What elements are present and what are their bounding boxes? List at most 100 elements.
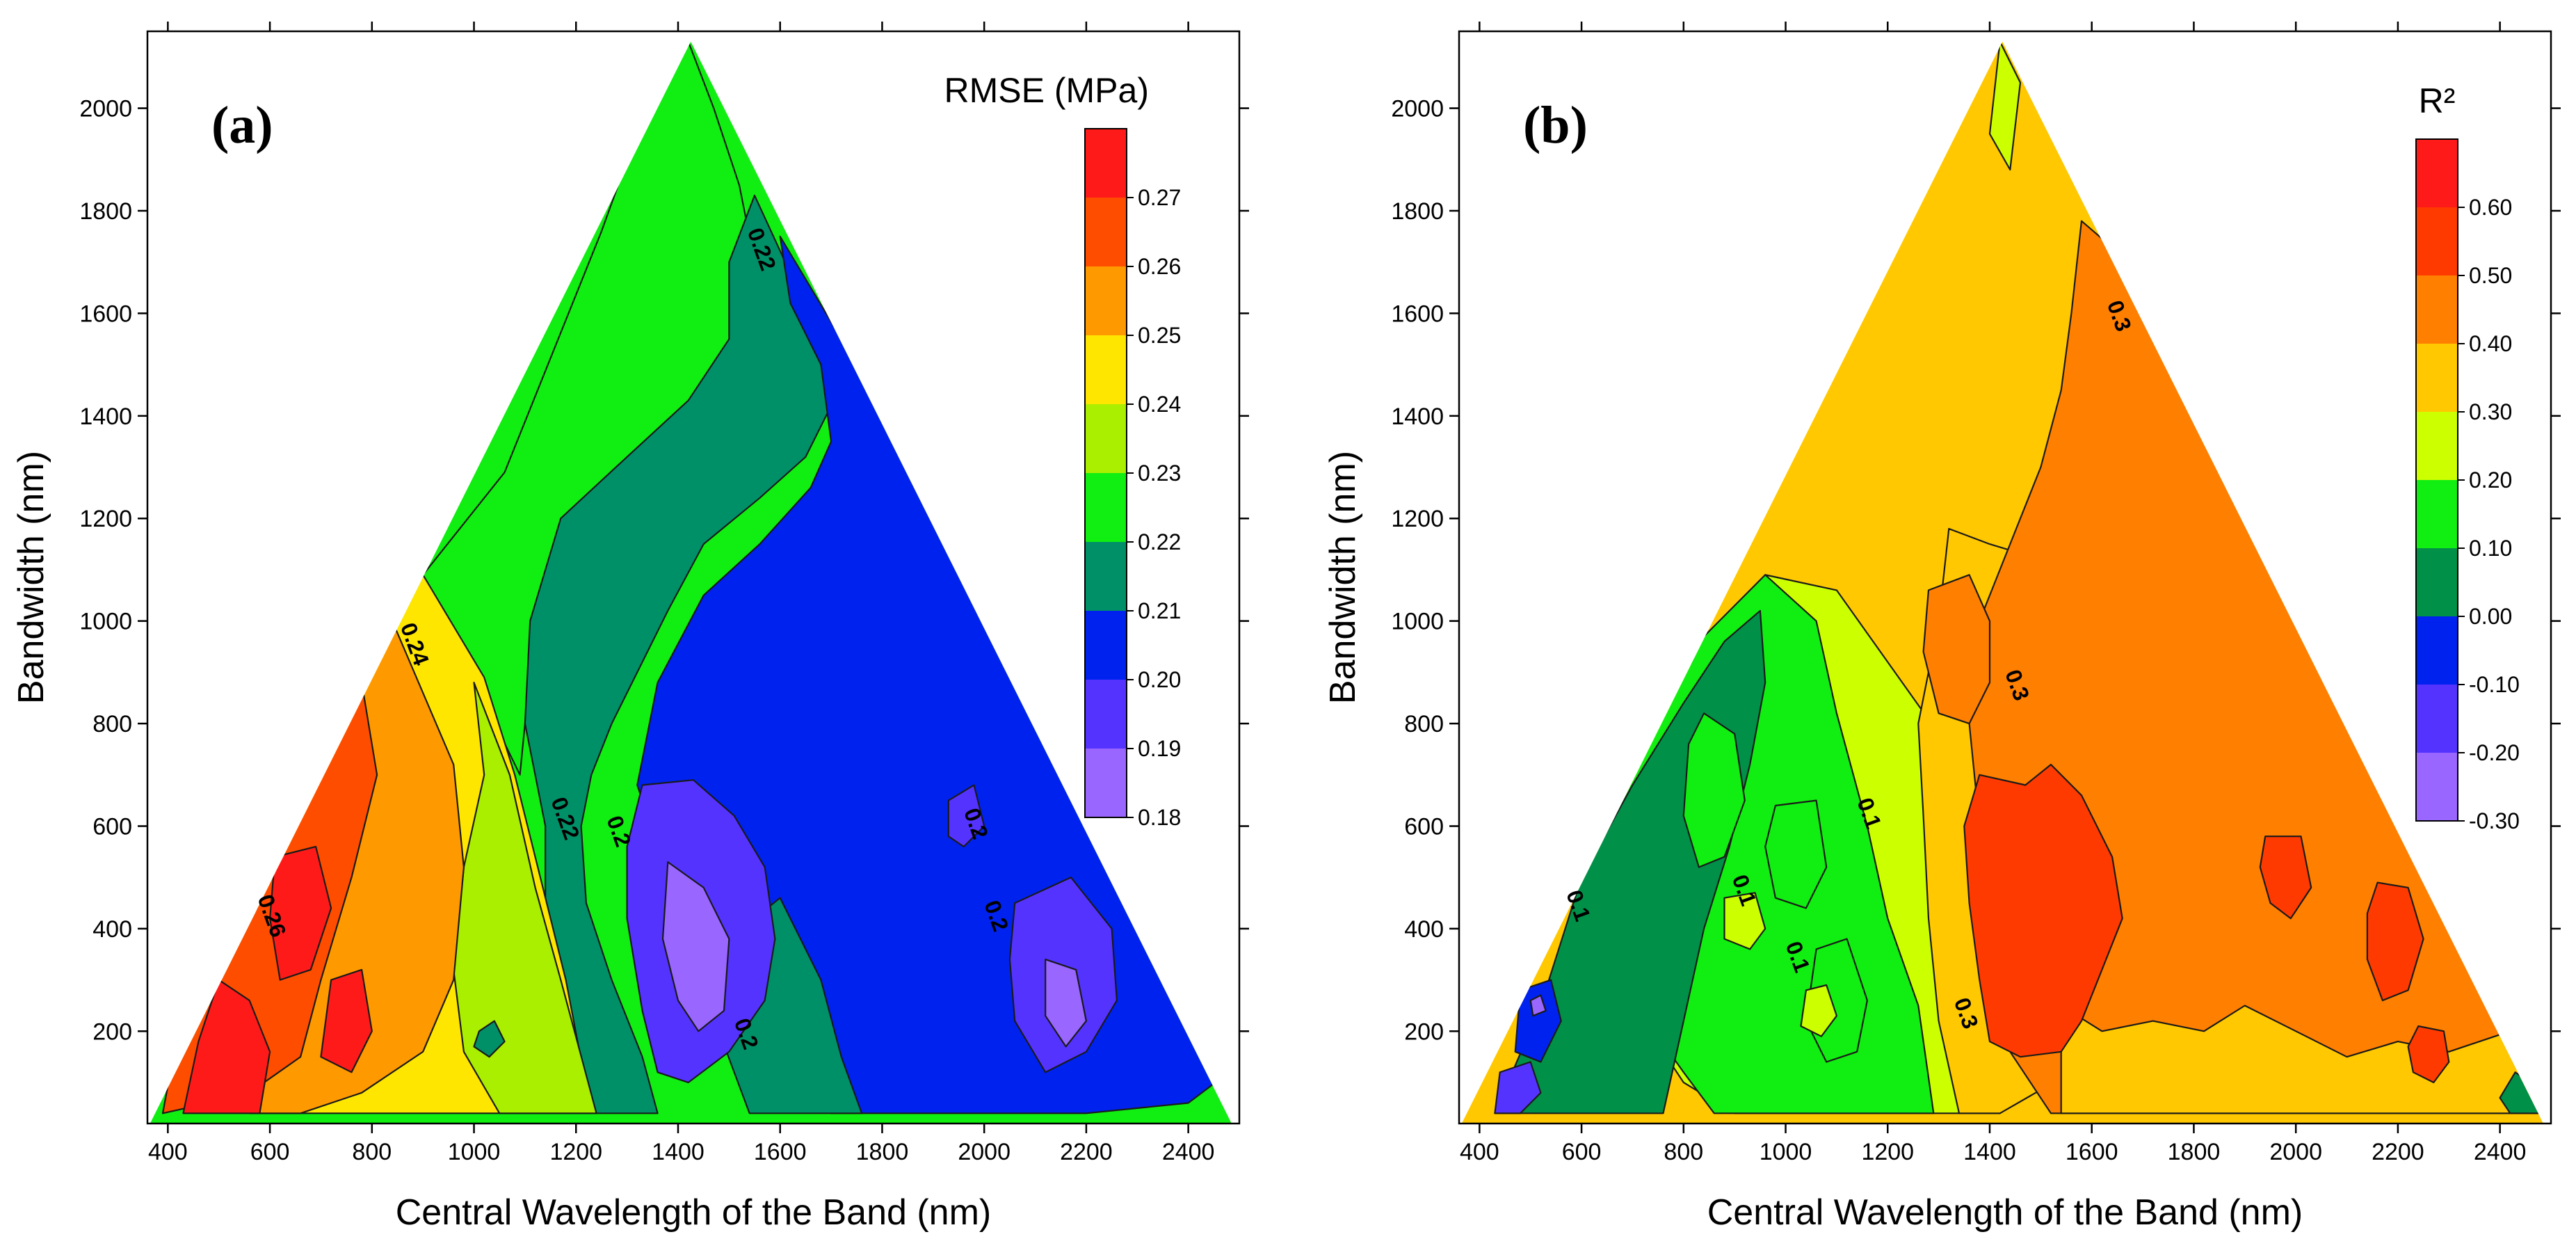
x-tick-label: 2200 <box>2372 1139 2424 1165</box>
colorbar-label: 0.27 <box>1138 185 1181 210</box>
colorbar-label: 0.23 <box>1138 461 1181 486</box>
contour-region-0p27 <box>269 845 332 981</box>
y-tick-label: 1400 <box>79 403 132 430</box>
contour-region-0p18 <box>661 861 730 1032</box>
y-tick-label: 1200 <box>1391 506 1444 532</box>
colorbar-swatch <box>2416 412 2458 480</box>
x-tick-label: 600 <box>250 1139 290 1165</box>
colorbar-label: 0.25 <box>1138 323 1181 348</box>
x-tick-label: 1600 <box>754 1139 807 1165</box>
colorbar-label: -0.10 <box>2469 672 2520 697</box>
contour-region-0p20 <box>1723 892 1766 950</box>
y-axis-title: Bandwidth (nm) <box>11 451 51 704</box>
y-tick-label: 200 <box>1404 1018 1444 1045</box>
colorbar-label: 0.00 <box>2469 604 2512 629</box>
x-tick-label: 2400 <box>2474 1139 2527 1165</box>
x-tick-label: 800 <box>1664 1139 1703 1165</box>
colorbar-label: 0.10 <box>2469 536 2512 561</box>
colorbar-title: RMSE (MPa) <box>944 71 1149 110</box>
contour-regions <box>1461 41 2543 1124</box>
x-tick-label: 1200 <box>1861 1139 1914 1165</box>
plot-frame <box>1458 30 2552 1125</box>
plot-frame <box>146 30 1241 1125</box>
colorbar-swatch <box>1085 266 1127 335</box>
panel-letter: (a) <box>211 96 273 154</box>
contour-region--0p30 <box>1529 994 1547 1017</box>
contour-region-0p10 <box>1764 799 1828 909</box>
y-tick-label: 1000 <box>79 609 132 635</box>
y-tick-label: 1600 <box>79 301 132 327</box>
colorbar-swatch <box>1085 749 1127 817</box>
contour-region-0p50 <box>2366 881 2424 1002</box>
contour-region-0p40 <box>1922 574 1991 725</box>
colorbar-swatch <box>2416 207 2458 275</box>
x-tick-label: 1400 <box>1963 1139 2016 1165</box>
x-axis-title: Central Wavelength of the Band (nm) <box>1707 1192 2303 1233</box>
y-tick-label: 600 <box>92 813 132 840</box>
colorbar-label: -0.30 <box>2469 808 2520 833</box>
contour-region-0p19 <box>947 784 985 848</box>
y-tick-label: 600 <box>1404 813 1444 840</box>
colorbar-label: 0.21 <box>1138 598 1181 623</box>
y-tick-label: 400 <box>92 916 132 943</box>
panel-letter: (b) <box>1523 96 1588 154</box>
y-tick-label: 1600 <box>1391 301 1444 327</box>
contour-region-0p20 <box>1988 41 2022 171</box>
colorbar-label: 0.20 <box>2469 467 2512 493</box>
contour-region-0p27 <box>182 979 271 1114</box>
contour-region-0p21 <box>473 1020 506 1058</box>
contour-region--0p10 <box>1514 979 1562 1063</box>
contour-region-0p23 <box>453 681 597 1114</box>
panel-a: 0.220.240.260.22 0.20.20.20.2400 600 800 100… <box>11 22 1249 1233</box>
x-tick-label: 1800 <box>856 1139 909 1165</box>
y-axis-title: Bandwidth (nm) <box>1323 451 1363 704</box>
contour-regions <box>150 41 1232 1124</box>
y-tick-label: 800 <box>1404 711 1444 737</box>
colorbar-swatch <box>2416 548 2458 616</box>
colorbar-label: 0.60 <box>2469 195 2512 220</box>
colorbar-swatch <box>1085 404 1127 473</box>
y-tick-label: 1200 <box>79 506 132 532</box>
contour-region-0p50 <box>1963 763 2123 1058</box>
contour-region-0p27 <box>320 968 373 1073</box>
y-tick-label: 800 <box>92 711 132 737</box>
colorbar-swatch <box>1085 129 1127 198</box>
colorbar-swatch <box>2416 344 2458 412</box>
x-tick-label: 800 <box>352 1139 392 1165</box>
colorbar-label: 0.24 <box>1138 392 1181 417</box>
colorbar-swatch <box>1085 611 1127 680</box>
x-tick-label: 1800 <box>2168 1139 2221 1165</box>
colorbar-swatch <box>2416 685 2458 753</box>
colorbar-label: 0.26 <box>1138 254 1181 279</box>
y-tick-label: 400 <box>1404 916 1444 943</box>
x-tick-label: 1400 <box>652 1139 705 1165</box>
x-axis-title: Central Wavelength of the Band (nm) <box>396 1192 992 1233</box>
colorbar-swatch <box>2416 616 2458 685</box>
x-tick-label: 2000 <box>2269 1139 2322 1165</box>
colorbar-label: 0.18 <box>1138 805 1181 830</box>
x-tick-label: 400 <box>148 1139 188 1165</box>
contour-region-0p18 <box>1045 958 1088 1048</box>
contour-region-0p21 <box>524 194 832 1114</box>
x-tick-label: 1200 <box>549 1139 602 1165</box>
contour-region-0p10 <box>1682 712 1746 868</box>
y-tick-label: 2000 <box>1391 96 1444 122</box>
contour-region-0p50 <box>2259 836 2312 920</box>
colorbar-swatch <box>1085 198 1127 266</box>
colorbar-swatch <box>2416 480 2458 548</box>
colorbar-swatch <box>1085 542 1127 611</box>
colorbar-label: 0.50 <box>2469 263 2512 288</box>
colorbar-label: -0.20 <box>2469 740 2520 765</box>
colorbar-label: 0.30 <box>2469 399 2512 424</box>
colorbar-swatch <box>2416 753 2458 821</box>
x-tick-label: 1000 <box>448 1139 501 1165</box>
y-tick-label: 1800 <box>1391 198 1444 225</box>
x-tick-label: 600 <box>1562 1139 1602 1165</box>
colorbar-swatch <box>2416 275 2458 344</box>
colorbar-swatch <box>1085 335 1127 404</box>
colorbar-swatch <box>1085 680 1127 749</box>
x-tick-label: 1000 <box>1760 1139 1812 1165</box>
colorbar-swatch <box>2416 139 2458 207</box>
y-tick-label: 2000 <box>79 96 132 122</box>
